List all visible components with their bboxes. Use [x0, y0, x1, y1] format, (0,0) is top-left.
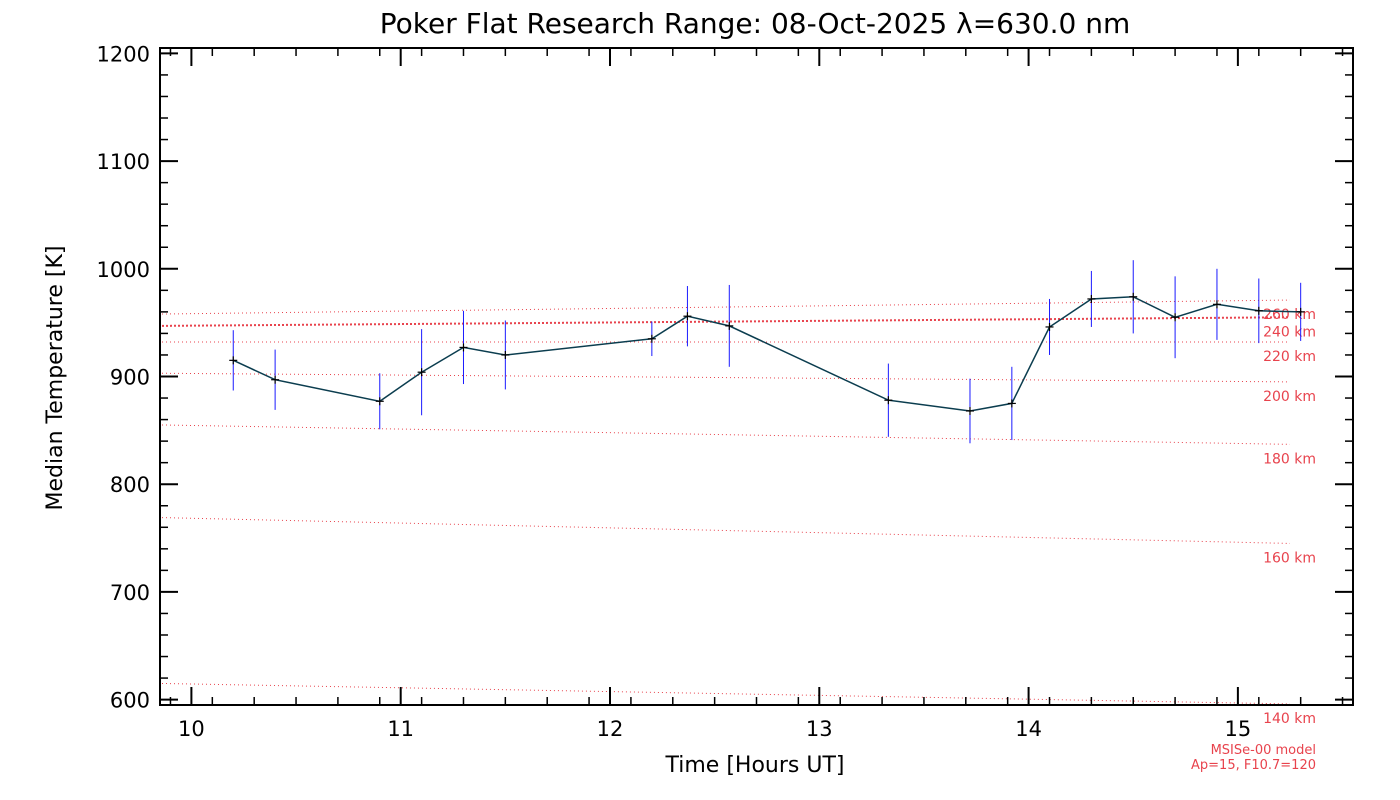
- y-tick-label-1100: 1100: [97, 150, 150, 174]
- data-point-10: [965, 406, 974, 415]
- x-tick-label-15: 15: [1225, 717, 1252, 741]
- y-tick-label-800: 800: [110, 473, 150, 497]
- y-tick-label-600: 600: [110, 689, 150, 713]
- model-note-line-1: MSISe-00 model: [1211, 743, 1316, 758]
- y-tick-label-1200: 1200: [97, 42, 150, 66]
- data-point-0: [229, 356, 238, 365]
- x-axis-label: Time [Hours UT]: [665, 753, 845, 778]
- model-line-0: [161, 299, 1291, 315]
- model-line-3: [161, 372, 1291, 383]
- x-tick-label-14: 14: [1015, 717, 1042, 741]
- y-tick-label-700: 700: [110, 581, 150, 605]
- data-point-17: [1254, 306, 1263, 315]
- x-tick-label-12: 12: [597, 717, 624, 741]
- model-line-1: [161, 316, 1291, 327]
- data-point-14: [1129, 292, 1138, 301]
- model-line-label-1: 240 km: [1263, 324, 1316, 340]
- model-note-line-2: Ap=15, F10.7=120: [1191, 758, 1316, 773]
- model-line-label-2: 220 km: [1263, 349, 1316, 365]
- y-tick-label-900: 900: [110, 366, 150, 390]
- y-tick-label-1000: 1000: [97, 258, 150, 282]
- data-point-8: [725, 321, 734, 330]
- data-point-1: [271, 375, 280, 384]
- plot-frame: [159, 47, 1354, 706]
- data-point-13: [1087, 294, 1096, 303]
- data-point-15: [1171, 313, 1180, 322]
- data-point-5: [501, 350, 510, 359]
- chart-title: Poker Flat Research Range: 08-Oct-2025 λ…: [380, 7, 1131, 40]
- model-line-label-6: 140 km: [1263, 711, 1316, 727]
- data-point-4: [459, 343, 468, 352]
- model-line-6: [161, 682, 1291, 705]
- axes: 600 700 800 900 1000 1100 1200 10 11 12 13 14 15: [97, 42, 1353, 741]
- model-line-5: [161, 517, 1291, 544]
- model-line-label-0: 260 km: [1263, 307, 1316, 323]
- data-point-18: [1296, 307, 1305, 316]
- data-point-11: [1007, 399, 1016, 408]
- data-point-9: [884, 396, 893, 405]
- model-note: MSISe-00 model Ap=15, F10.7=120: [1191, 743, 1316, 773]
- data-point-6: [647, 334, 656, 343]
- model-line-4: [161, 424, 1291, 445]
- data-point-2: [375, 397, 384, 406]
- model-line-label-4: 180 km: [1263, 451, 1316, 467]
- x-tick-label-13: 13: [806, 717, 833, 741]
- data-point-3: [417, 368, 426, 377]
- model-line-label-3: 200 km: [1263, 389, 1316, 405]
- model-line-label-5: 160 km: [1263, 550, 1316, 566]
- data-point-7: [683, 312, 692, 321]
- series-line: [232, 296, 1301, 412]
- data-point-12: [1045, 322, 1054, 331]
- x-tick-label-11: 11: [387, 717, 414, 741]
- data-point-16: [1212, 300, 1221, 309]
- temperature-series: [229, 260, 1305, 444]
- y-axis-label: Median Temperature [K]: [43, 246, 68, 511]
- x-tick-label-10: 10: [178, 717, 205, 741]
